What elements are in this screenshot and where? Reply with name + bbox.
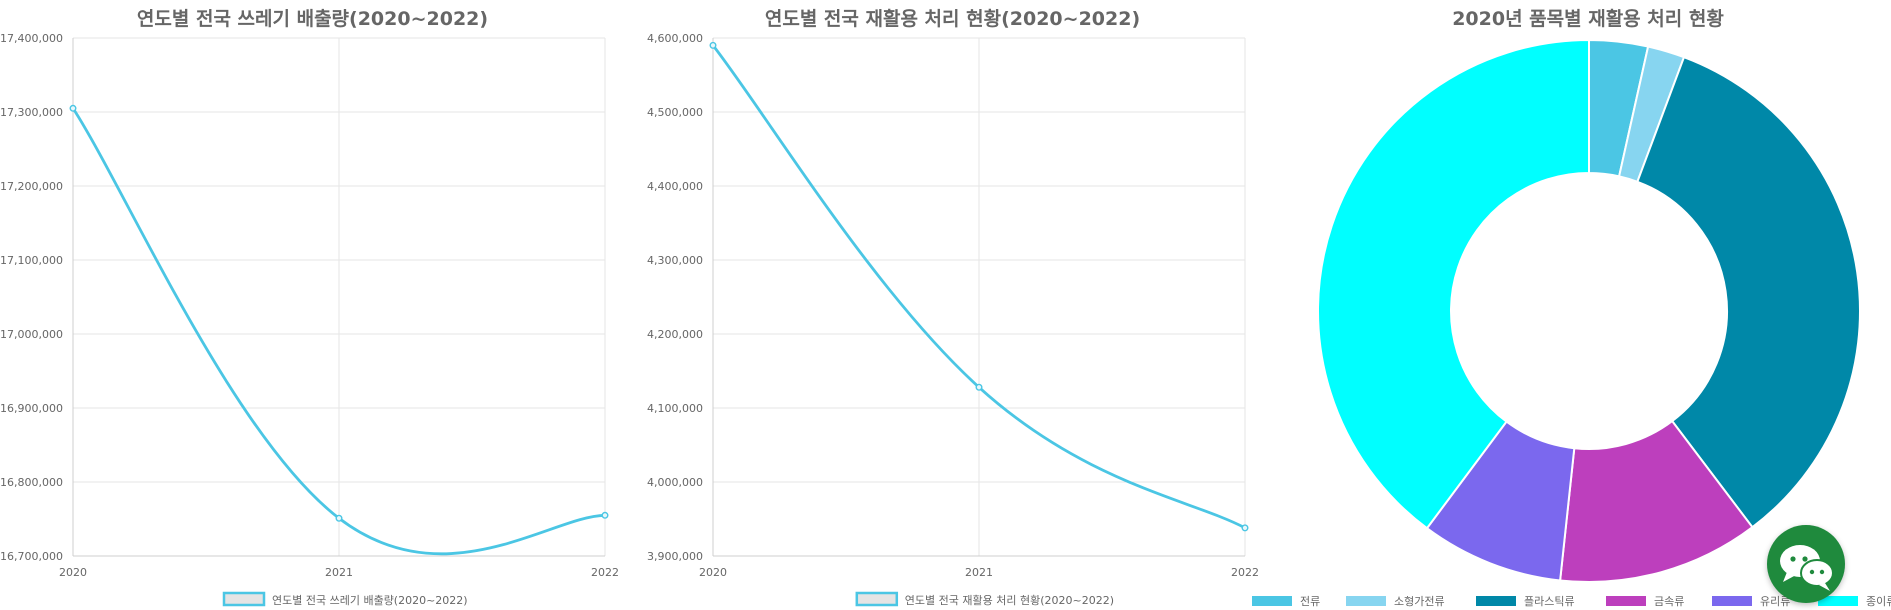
data-point: [335, 514, 343, 522]
chart-panel-recycle: 연도별 전국 재활용 처리 현황(2020~2022) 4,600,000 4,5…: [640, 0, 1265, 610]
y-tick-label: 16,800,000: [0, 476, 63, 489]
legend-swatch: [1818, 596, 1858, 606]
y-tick-label: 16,700,000: [0, 550, 63, 563]
y-tick-label: 17,100,000: [0, 254, 63, 267]
chat-bubbles-icon: [1780, 545, 1834, 591]
legend-label: 플라스틱류: [1524, 595, 1575, 608]
chart-panel-items: 2020년 품목별 재활용 처리 현황 전류 소형가전류 플라스틱류 금속류 유리류 종이…: [1252, 0, 1891, 610]
legend-swatch: [222, 591, 266, 607]
y-tick-label: 4,200,000: [647, 328, 703, 341]
y-tick-label: 17,300,000: [0, 106, 63, 119]
chart-title: 2020년 품목별 재활용 처리 현황: [1452, 8, 1724, 30]
y-tick-label: 17,400,000: [0, 32, 63, 45]
pie-slice: [1317, 38, 1590, 530]
data-point: [601, 511, 609, 519]
x-tick-label: 2020: [59, 566, 87, 579]
x-tick-label: 2021: [965, 566, 993, 579]
line-chart-waste: 17,400,000 17,300,000 17,200,000 17,100,000…: [0, 32, 619, 607]
legend-swatch: [1252, 596, 1292, 606]
legend-label: 소형가전류: [1394, 595, 1445, 608]
doughnut-chart-items: 전류 소형가전류 플라스틱류 금속류 유리류 종이류: [1252, 38, 1891, 608]
legend-swatch: [1346, 596, 1386, 606]
legend-label: 연도별 전국 재활용 처리 현황(2020~2022): [905, 593, 1114, 607]
y-tick-label: 17,000,000: [0, 328, 63, 341]
x-tick-label: 2020: [699, 566, 727, 579]
y-tick-label: 16,900,000: [0, 402, 63, 415]
y-tick-label: 4,100,000: [647, 402, 703, 415]
legend-label: 금속류: [1654, 595, 1684, 608]
series-line: [711, 44, 1246, 530]
data-point: [975, 383, 983, 391]
x-tick-label: 2021: [325, 566, 353, 579]
data-point: [1241, 524, 1249, 532]
y-tick-label: 4,000,000: [647, 476, 703, 489]
y-tick-label: 4,500,000: [647, 106, 703, 119]
y-tick-label: 3,900,000: [647, 550, 703, 563]
legend-swatch: [1476, 596, 1516, 606]
pie-slice: [1636, 55, 1861, 529]
x-tick-label: 2022: [1231, 566, 1259, 579]
chart-title: 연도별 전국 재활용 처리 현황(2020~2022): [764, 8, 1141, 30]
legend-swatch: [1712, 596, 1752, 606]
y-tick-label: 4,400,000: [647, 180, 703, 193]
data-point: [709, 41, 717, 49]
legend-swatch: [1606, 596, 1646, 606]
y-tick-label: 4,600,000: [647, 32, 703, 45]
y-tick-label: 4,300,000: [647, 254, 703, 267]
legend-label: 유리류: [1760, 595, 1790, 608]
y-tick-label: 17,200,000: [0, 180, 63, 193]
chart-panel-waste: 연도별 전국 쓰레기 배출량(2020~2022) 17,400,000 17,3…: [0, 0, 625, 610]
chat-button[interactable]: [1767, 525, 1845, 603]
chart-title: 연도별 전국 쓰레기 배출량(2020~2022): [136, 8, 489, 30]
line-chart-recycle: 4,600,000 4,500,000 4,400,000 4,300,000 4,20…: [647, 32, 1259, 607]
legend-label: 전류: [1300, 595, 1320, 608]
legend-label: 연도별 전국 쓰레기 배출량(2020~2022): [272, 594, 468, 607]
x-tick-label: 2022: [591, 566, 619, 579]
legend-swatch: [855, 591, 899, 607]
legend-label: 종이류: [1866, 595, 1891, 608]
series-line: [71, 107, 606, 556]
data-point: [69, 104, 77, 112]
